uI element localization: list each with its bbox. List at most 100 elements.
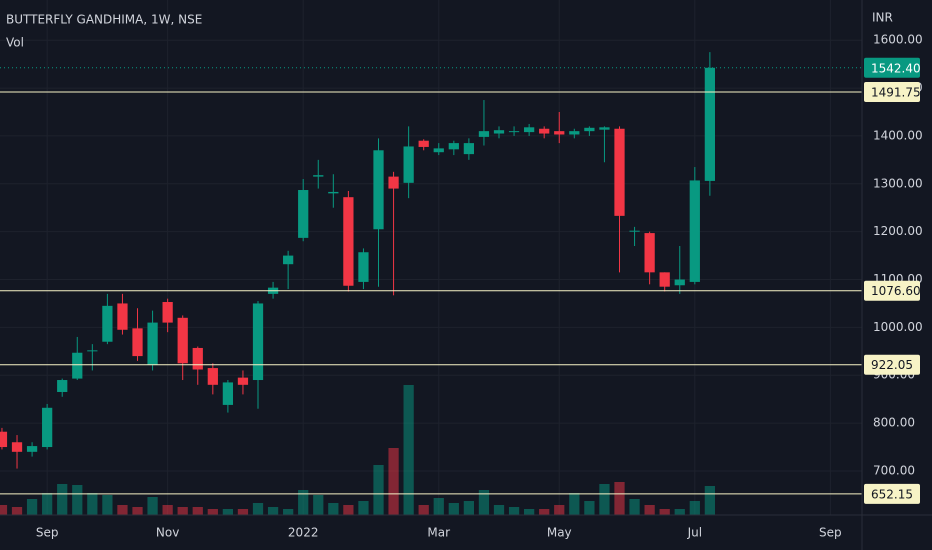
candle-body (418, 140, 429, 147)
candle-body (102, 305, 113, 342)
volume-bar (26, 499, 38, 515)
candle-body (388, 176, 399, 189)
level-label: 922.05 (871, 358, 913, 372)
y-tick-label: 700.00 (873, 463, 915, 477)
candle-body (614, 128, 625, 216)
candle-body (343, 197, 354, 286)
volume-bar (659, 509, 670, 515)
volume-bar (207, 509, 218, 515)
y-tick-label: 1400.00 (873, 128, 923, 142)
volume-bar (524, 509, 535, 515)
candle-body (584, 127, 595, 132)
candle-body (283, 255, 294, 265)
volume-bar (689, 501, 700, 515)
volume-bar (554, 505, 565, 515)
candle-body (42, 407, 53, 448)
volume-bar (162, 505, 173, 515)
level-label-box (864, 483, 920, 504)
volume-bar (328, 503, 339, 515)
volume-bar (418, 505, 429, 515)
volume-bar (403, 385, 414, 515)
volume-bar (539, 509, 550, 515)
candle-body (659, 272, 670, 287)
volume-bar (373, 465, 384, 515)
volume-bar (177, 507, 188, 515)
x-tick-label: Sep (819, 526, 842, 540)
volume-bar (57, 484, 68, 515)
volume-bar (674, 509, 685, 515)
volume-bar (147, 497, 158, 515)
candle-body (11, 442, 23, 452)
candle-body (177, 317, 188, 364)
candle-body (298, 190, 309, 238)
x-tick-label: Jul (687, 526, 702, 540)
level-label: 1076.60 (871, 284, 921, 298)
level-label: 652.15 (871, 487, 913, 501)
indicator-label: Vol (6, 36, 24, 50)
volume-bar (42, 493, 53, 515)
level-label: 1491.75 (871, 86, 921, 100)
y-tick-label: 1600.00 (873, 33, 923, 47)
candle-body (358, 252, 369, 282)
volume-bar (132, 507, 143, 515)
candle-body (147, 322, 158, 365)
last-price-label: 1542.40 (871, 61, 921, 75)
chart-title: BUTTERFLY GANDHIMA, 1W, NSE (6, 13, 202, 27)
volume-bar (102, 495, 113, 515)
volume-bar (72, 485, 83, 515)
candle-body (328, 191, 339, 194)
volume-bar (614, 482, 625, 515)
candle-body (493, 130, 505, 134)
volume-bar (237, 509, 249, 515)
volume-bar (569, 493, 580, 515)
candle-body (704, 67, 715, 181)
level-label-box (864, 354, 920, 375)
candle-body (448, 143, 459, 150)
volume-bar (343, 505, 354, 515)
volume-bar (358, 501, 369, 515)
candle-body (237, 377, 249, 385)
last-price-box (864, 57, 920, 78)
y-tick-label: 1000.00 (873, 320, 923, 334)
candle-body (689, 180, 700, 282)
candle-body (87, 350, 98, 352)
x-tick-label: Nov (156, 526, 179, 540)
candle-body (162, 302, 173, 323)
volume-bar (433, 498, 444, 515)
candle-body (313, 175, 324, 177)
candle-body (644, 233, 655, 273)
volume-bar (584, 501, 595, 515)
level-label-box (864, 82, 920, 103)
candle-body (72, 352, 83, 379)
volume-bar (629, 499, 640, 515)
candle-body (57, 380, 68, 392)
candle-body (524, 127, 535, 133)
x-tick-label: May (547, 526, 572, 540)
candle-body (433, 148, 444, 153)
y-tick-label: 1300.00 (873, 176, 923, 190)
candle-body (26, 446, 38, 452)
volume-bar (478, 490, 490, 515)
x-tick-label: Sep (36, 526, 59, 540)
volume-bar (493, 505, 505, 515)
candle-body (373, 150, 384, 230)
volume-bar (192, 507, 203, 515)
y-tick-label: 1200.00 (873, 224, 923, 238)
volume-bar (267, 507, 279, 515)
volume-bar (313, 495, 324, 515)
x-tick-label: 2022 (288, 526, 319, 540)
candle-body (222, 382, 234, 405)
candle-body (478, 131, 490, 137)
candle-body (569, 131, 580, 135)
volume-bar (298, 490, 309, 515)
volume-bar (463, 501, 475, 515)
candle-body (539, 128, 550, 134)
volume-bar (448, 503, 459, 515)
y-tick-label: 800.00 (873, 416, 915, 430)
volume-bar (599, 484, 610, 515)
volume-bar (222, 509, 234, 515)
candle-body (252, 303, 264, 381)
candle-body (599, 127, 610, 130)
